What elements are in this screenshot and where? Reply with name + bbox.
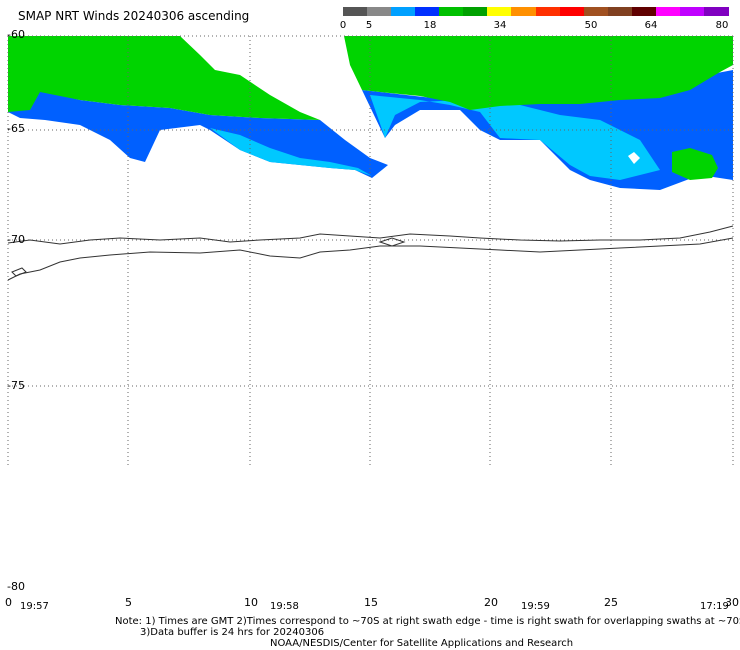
colorbar-segment xyxy=(439,7,464,16)
colorbar-segment xyxy=(415,7,440,16)
lon-label: 15 xyxy=(364,596,378,609)
lat-label: -60 xyxy=(7,28,25,41)
colorbar-tick: 80 xyxy=(715,20,729,31)
colorbar-tick: 34 xyxy=(493,20,507,31)
colorbar-segment xyxy=(607,7,633,16)
lon-label: 10 xyxy=(244,596,258,609)
coastline xyxy=(7,225,734,281)
colorbar-segment xyxy=(679,7,705,16)
colorbar-tick: 64 xyxy=(644,20,658,31)
colorbar-segment xyxy=(463,7,488,16)
colorbar-segment xyxy=(703,7,729,16)
colorbar-segment xyxy=(655,7,681,16)
swath-right-strong xyxy=(344,36,733,110)
colorbar-segment xyxy=(487,7,512,16)
colorbar-segment xyxy=(391,7,416,16)
lon-label: 5 xyxy=(125,596,132,609)
colorbar-segment xyxy=(343,7,368,16)
lat-label: -65 xyxy=(7,122,25,135)
colorbar-tick: 0 xyxy=(339,20,347,31)
lon-label: 20 xyxy=(484,596,498,609)
colorbar-segment xyxy=(511,7,536,16)
colorbar-segment xyxy=(367,7,392,16)
lat-label: -70 xyxy=(7,233,25,246)
data-gap xyxy=(628,152,640,164)
colorbar-tick: 50 xyxy=(584,20,598,31)
swath-left-strong xyxy=(8,36,320,120)
colorbar-segment xyxy=(559,7,585,16)
swath-time: 19:59 xyxy=(521,601,550,612)
colorbar: 0 5 18 34 50 64 80 xyxy=(0,0,740,32)
note-line-2: 3)Data buffer is 24 hrs for 20240306 xyxy=(140,627,325,638)
lat-label: -75 xyxy=(7,379,25,392)
lon-label: 30 xyxy=(725,596,739,609)
colorbar-segment xyxy=(631,7,657,16)
lon-label: 0 xyxy=(5,596,12,609)
colorbar-segment xyxy=(583,7,609,16)
colorbar-segment xyxy=(535,7,561,16)
lon-label: 25 xyxy=(604,596,618,609)
swath-right-light xyxy=(370,95,660,180)
lat-label: -80 xyxy=(7,580,25,593)
colorbar-tick: 5 xyxy=(365,20,373,31)
note-line-1: Note: 1) Times are GMT 2)Times correspon… xyxy=(115,616,740,627)
swath-time: 19:58 xyxy=(270,601,299,612)
swath-time: 17:19 xyxy=(700,601,729,612)
credit-line: NOAA/NESDIS/Center for Satellite Applica… xyxy=(270,638,574,649)
colorbar-tick: 18 xyxy=(423,20,437,31)
wind-patch xyxy=(672,148,718,180)
swath-time: 19:57 xyxy=(20,601,49,612)
map-title: SMAP NRT Winds 20240306 ascending xyxy=(18,9,250,23)
